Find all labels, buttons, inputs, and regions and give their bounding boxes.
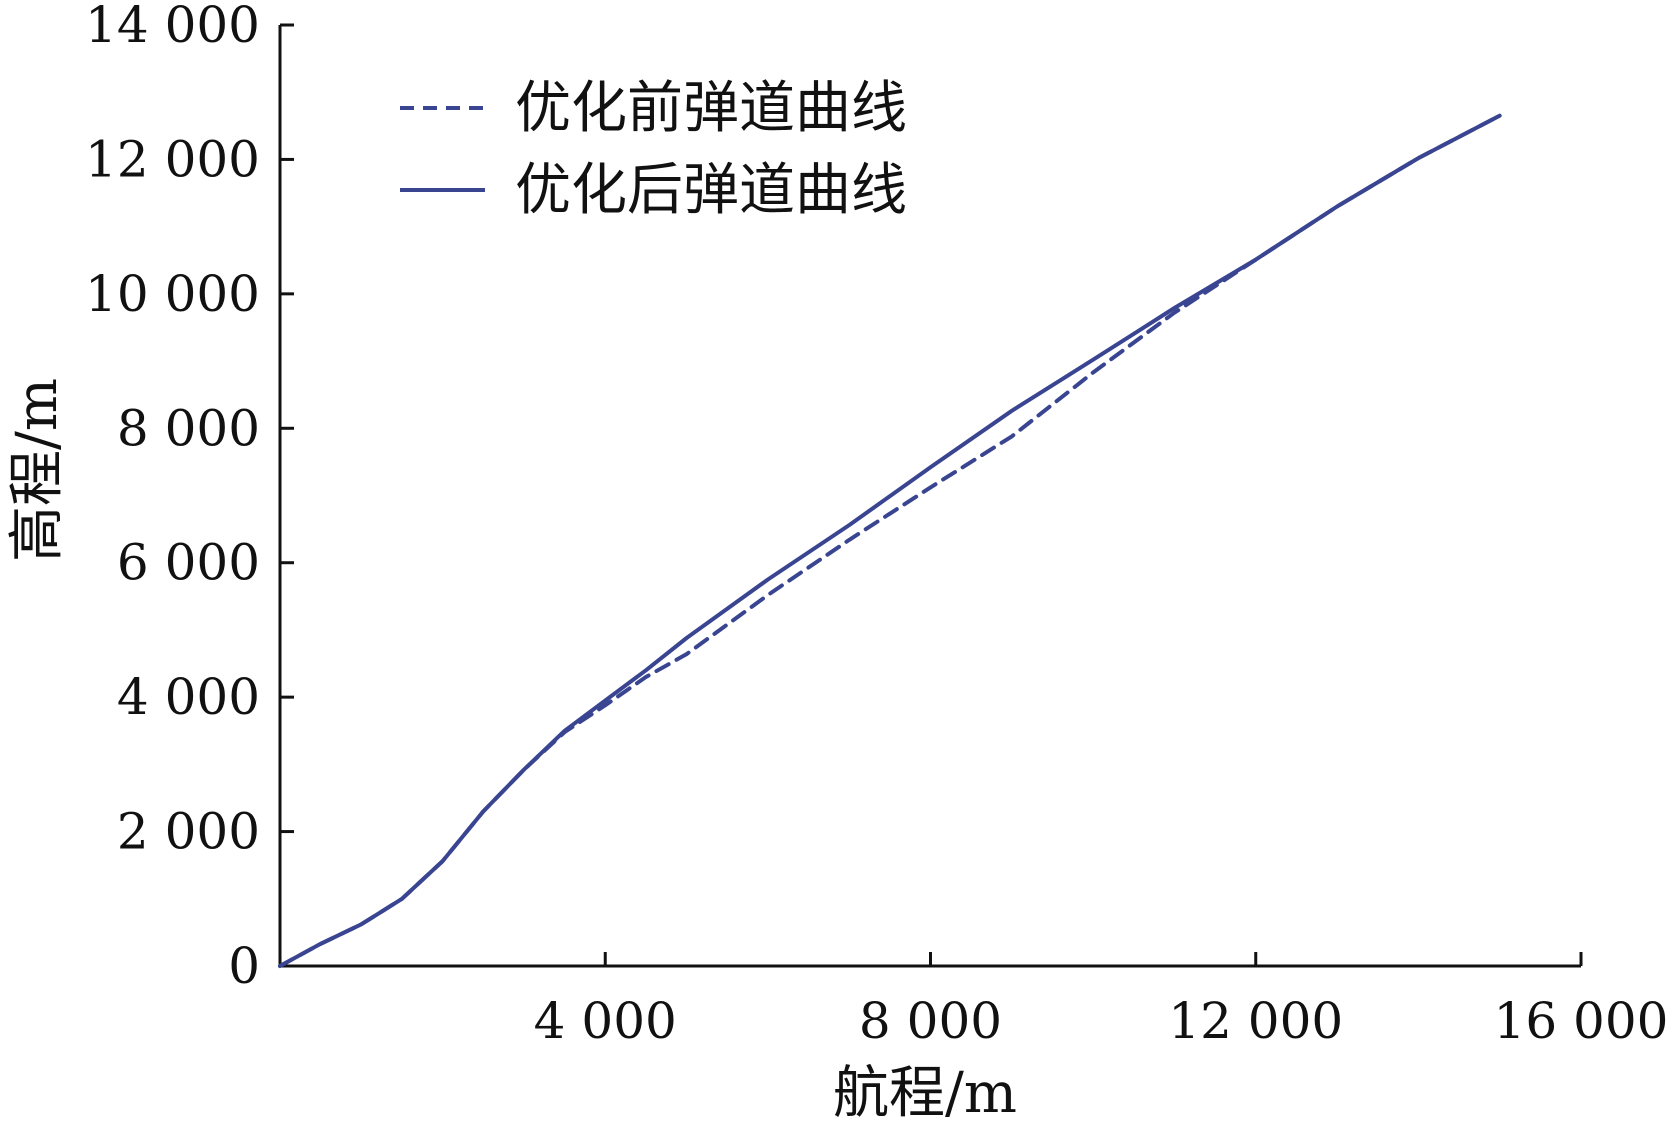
legend-label-after: 优化后弹道曲线 bbox=[515, 158, 907, 223]
y-axis-title: 高程/m bbox=[5, 378, 70, 562]
y-tick-label: 6 000 bbox=[117, 534, 260, 592]
y-tick-label: 12 000 bbox=[85, 130, 260, 188]
series-line-after bbox=[278, 113, 1502, 968]
y-tick-label: 10 000 bbox=[85, 265, 260, 323]
x-tick-label: 8 000 bbox=[859, 992, 1002, 1050]
legend: 优化前弹道曲线 优化后弹道曲线 bbox=[400, 76, 907, 223]
y-tick-label: 2 000 bbox=[117, 803, 260, 861]
x-tick-label: 4 000 bbox=[534, 992, 677, 1050]
y-tick-label: 14 000 bbox=[85, 0, 260, 54]
ticks: 0 2 000 4 000 6 000 8 000 10 000 12 000 14 000 4… bbox=[85, 0, 1667, 1050]
axes bbox=[278, 25, 1581, 968]
y-tick-label: 8 000 bbox=[117, 399, 260, 457]
legend-label-before: 优化前弹道曲线 bbox=[515, 76, 907, 141]
y-tick-label: 4 000 bbox=[117, 668, 260, 726]
x-tick-label: 16 000 bbox=[1494, 992, 1667, 1050]
x-axis-title: 航程/m bbox=[833, 1061, 1017, 1126]
x-tick-label: 12 000 bbox=[1168, 992, 1343, 1050]
series-group bbox=[278, 113, 1502, 968]
y-tick-label: 0 bbox=[228, 937, 260, 995]
